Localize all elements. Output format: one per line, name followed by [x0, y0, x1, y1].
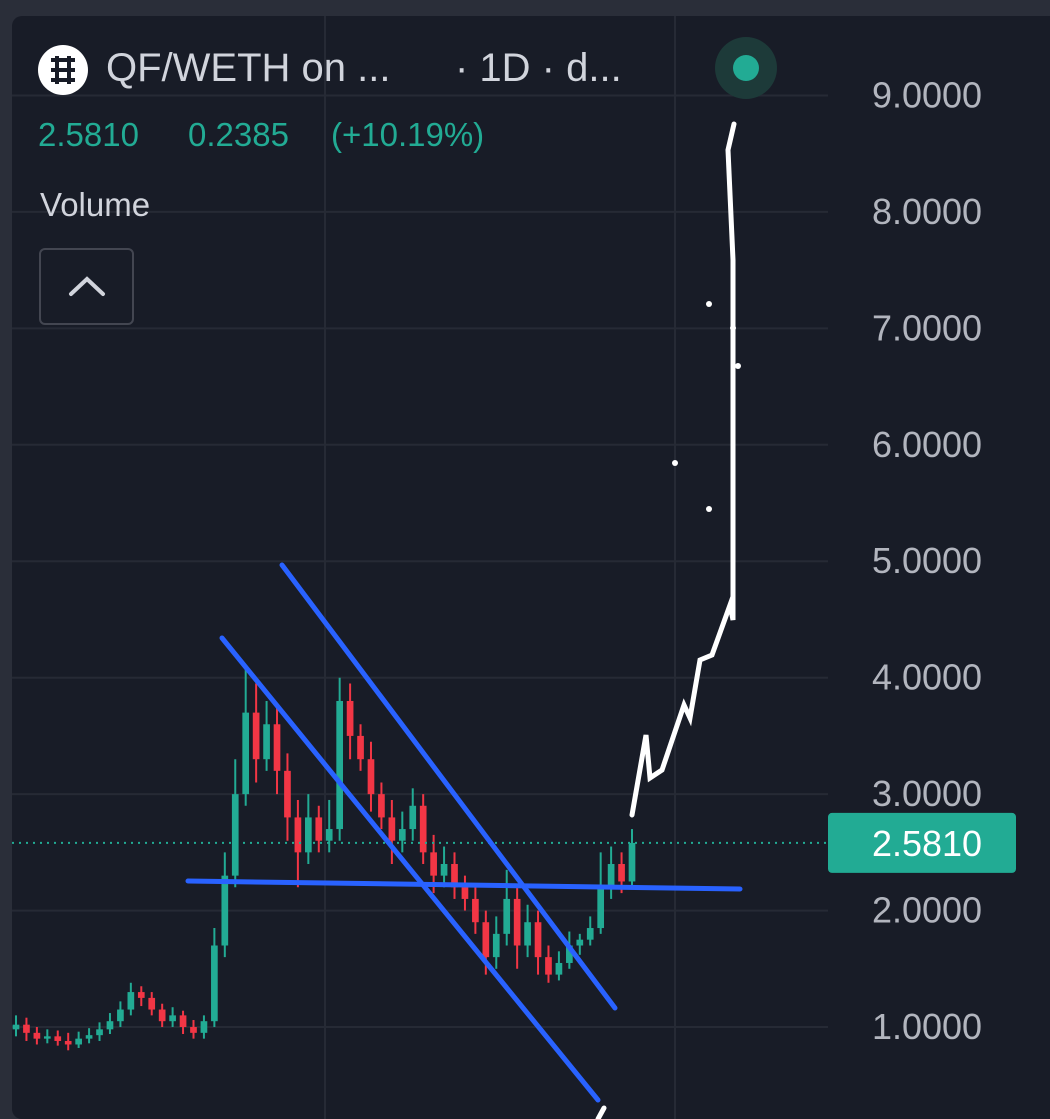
candle-body [231, 794, 239, 876]
hand-drawing [595, 1105, 607, 1119]
candle-body [75, 1038, 82, 1045]
indicator-label: Volume [40, 186, 151, 223]
candle-body [534, 922, 542, 958]
last-price: 2.5810 [38, 116, 139, 153]
candle-body [597, 887, 605, 929]
last-price-tag [828, 812, 1016, 873]
change: 0.2385 [188, 116, 289, 153]
candle-body [482, 922, 490, 958]
collapse-button[interactable] [39, 248, 134, 325]
candle-body [586, 928, 594, 940]
trend-line [279, 562, 618, 1011]
candle-body [430, 852, 437, 876]
logo-mark [51, 56, 75, 84]
candle-body [252, 712, 260, 760]
candle-body [54, 1036, 62, 1041]
candle-body [618, 863, 625, 882]
candle-body [357, 735, 364, 760]
y-tick-label: 6.0000 [872, 424, 982, 465]
candle-body [96, 1029, 103, 1036]
y-tick-label: 2.0000 [872, 890, 982, 931]
candle-body [12, 1024, 20, 1030]
candle-body [64, 1040, 72, 1045]
candle-body [85, 1035, 93, 1039]
candle-body [200, 1021, 208, 1033]
candle-body [315, 817, 323, 841]
candle-body [545, 957, 552, 975]
y-tick-label: 3.0000 [872, 773, 982, 814]
candle-body [503, 898, 511, 934]
candle-body [106, 1021, 114, 1030]
trend-line [219, 635, 601, 1103]
candle-body [117, 1009, 124, 1022]
candle-body [242, 712, 250, 795]
hand-drawing [629, 121, 737, 818]
candle-body [148, 997, 156, 1010]
candle-body [388, 817, 396, 841]
last-price-tag-label: 2.5810 [872, 823, 982, 864]
change-percent: (+10.19%) [331, 116, 485, 153]
candle-body [378, 794, 385, 818]
candle-body [367, 759, 375, 795]
candle-body [169, 1015, 176, 1022]
dot [706, 506, 712, 512]
candle-body [524, 922, 531, 946]
candle-body [33, 1032, 41, 1039]
y-tick-label: 9.0000 [872, 74, 982, 115]
candle-body [190, 1027, 197, 1033]
candles [12, 666, 828, 1051]
candle-body [273, 724, 281, 771]
drawings [185, 121, 743, 1119]
y-tick-label: 5.0000 [872, 540, 982, 581]
candle-body [566, 945, 573, 963]
candle-body [628, 842, 636, 882]
candle-body [461, 887, 469, 899]
candle-body [284, 770, 291, 818]
trend-line [185, 878, 743, 892]
candle-body [158, 1009, 166, 1022]
dot [735, 363, 741, 369]
candle-body [555, 962, 563, 975]
symbol-title: QF/WETH on ... [106, 46, 391, 90]
y-tick-label: 1.0000 [872, 1006, 982, 1047]
candle-body [221, 875, 229, 946]
y-tick-label: 7.0000 [872, 307, 982, 348]
y-tick-label: 4.0000 [872, 657, 982, 698]
candle-body [440, 863, 448, 876]
dot [672, 460, 678, 466]
axis-background [828, 16, 1050, 1119]
candle-body [607, 863, 615, 888]
dot [730, 325, 736, 331]
candle-body [263, 724, 270, 760]
candle-body [336, 700, 344, 830]
interval: · 1D · d... [455, 46, 622, 90]
candle-body [137, 992, 145, 998]
candle-body [325, 829, 333, 841]
candle-body [23, 1024, 30, 1033]
y-tick-label: 8.0000 [872, 191, 982, 232]
candle-body [304, 817, 312, 853]
candle-body [127, 992, 135, 1010]
dot [706, 301, 712, 307]
candle-body [492, 933, 500, 958]
candle-body [179, 1015, 187, 1028]
candle-body [211, 945, 218, 1022]
candle-body [451, 863, 458, 888]
y-axis: 1.0000 2.0000 3.0000 4.0000 5.0000 6.0000 7.00… [828, 16, 1050, 1119]
candle-body [513, 898, 521, 946]
candle-body [346, 700, 354, 736]
candle-body [398, 829, 406, 841]
candle-body [409, 805, 417, 830]
grid [12, 94, 828, 1029]
candle-body [43, 1036, 51, 1039]
candle-body [294, 817, 302, 853]
status-dot [733, 55, 759, 81]
chevron-icon [69, 276, 105, 296]
candle-body [472, 898, 479, 923]
candle-body [576, 939, 584, 946]
candle-body [419, 805, 427, 853]
